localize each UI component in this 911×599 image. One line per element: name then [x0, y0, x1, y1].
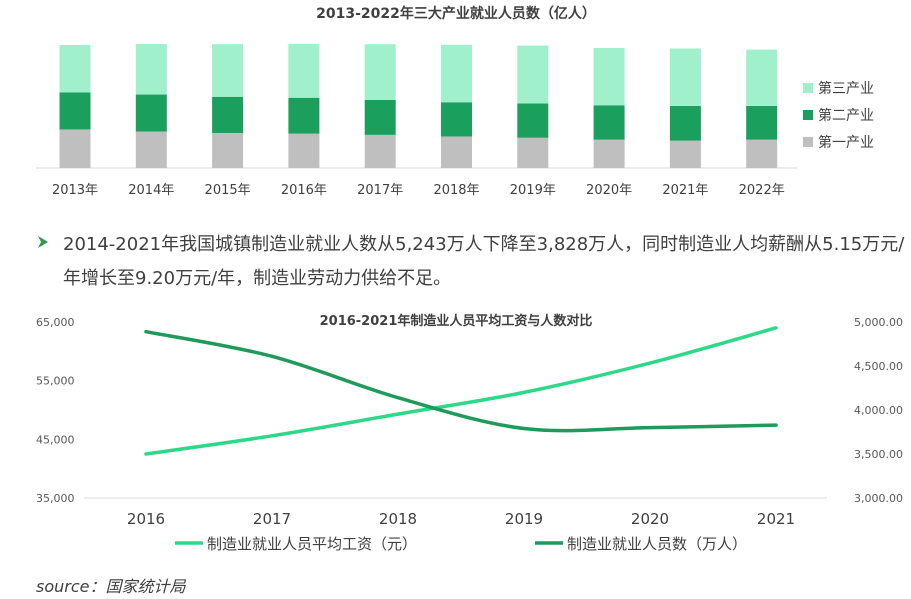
left-y-tick-label: 65,000 — [36, 316, 75, 329]
bar-x-axis-labels: 2013年 2014年 2015年 2016年 2017年 2018年 2019年 2020年… — [52, 183, 785, 198]
bar-segment-2022年-第三产业 — [746, 49, 778, 106]
dual-axis-line-chart: 2016-2021年制造业人员平均工资与人数对比 35,000 45,000 55,… — [36, 313, 903, 553]
source-note: source：国家统计局 — [36, 577, 186, 596]
bar-x-tick-label: 2013年 — [52, 183, 98, 198]
bar-segment-2022年-第一产业 — [746, 139, 778, 168]
bar-segment-2021年-第二产业 — [669, 105, 701, 141]
bar-segment-2013年-第二产业 — [59, 92, 91, 130]
left-y-tick-label: 45,000 — [36, 433, 75, 446]
line-x-tick-label: 2016 — [127, 510, 165, 528]
right-y-tick-label: 3,000.00 — [854, 492, 903, 505]
bar-segment-2022年-第二产业 — [746, 105, 778, 140]
legend-swatch-第三产业 — [803, 83, 813, 93]
stacked-bar-chart: 2013-2022年三大产业就业人员数（亿人） 2013年 2014年 2015年 2… — [36, 5, 874, 198]
line-x-tick-label: 2017 — [253, 510, 291, 528]
bar-segment-2018年-第二产业 — [441, 102, 472, 137]
bar-segment-2021年-第一产业 — [669, 140, 701, 168]
bar-segment-2017年-第二产业 — [364, 100, 396, 135]
right-y-tick-label: 4,500.00 — [854, 360, 903, 373]
series-1-point-2019 — [522, 390, 526, 394]
line-chart-title: 2016-2021年制造业人员平均工资与人数对比 — [320, 313, 593, 329]
bar-x-tick-label: 2019年 — [510, 183, 556, 198]
bar-segment-2019年-第二产业 — [517, 103, 549, 138]
series-1-point-2017 — [270, 434, 274, 438]
line-legend-label-1: 制造业就业人员平均工资（元） — [207, 535, 417, 553]
bar-x-tick-label: 2021年 — [662, 183, 708, 198]
bar-segment-2018年-第一产业 — [441, 136, 472, 168]
legend-label-第一产业: 第一产业 — [818, 134, 874, 151]
series-1-point-2018 — [396, 412, 400, 416]
bar-segment-2016年-第一产业 — [288, 133, 320, 168]
series-1-point-2021 — [774, 326, 778, 330]
bar-x-tick-label: 2015年 — [205, 183, 251, 198]
bar-segment-2021年-第三产业 — [669, 48, 701, 106]
right-y-tick-label: 4,000.00 — [854, 404, 903, 417]
bar-segment-2015年-第一产业 — [212, 132, 244, 168]
bar-segment-2015年-第二产业 — [212, 96, 244, 133]
series-line-2 — [144, 329, 778, 433]
series-2-point-2019 — [522, 426, 526, 430]
legend-swatch-第二产业 — [803, 110, 813, 120]
line-x-tick-label: 2019 — [505, 510, 543, 528]
line-legend-label-2: 制造业就业人员数（万人） — [567, 535, 747, 553]
bullet-text: 2014-2021年我国城镇制造业就业人数从5,243万人下降至3,828万人，… — [63, 234, 905, 289]
series-2-point-2021 — [774, 423, 778, 427]
line-x-tick-label: 2018 — [379, 510, 417, 528]
left-y-tick-label: 55,000 — [36, 375, 75, 388]
bar-segment-2020年-第二产业 — [593, 105, 625, 140]
line-x-tick-label: 2020 — [631, 510, 669, 528]
legend-swatch-第一产业 — [803, 137, 813, 147]
bar-group — [59, 43, 778, 168]
bar-segment-2013年-第一产业 — [59, 129, 91, 168]
bar-x-tick-label: 2022年 — [739, 183, 785, 198]
bar-segment-2019年-第一产业 — [517, 137, 549, 168]
right-y-tick-label: 5,000.00 — [854, 316, 903, 329]
right-y-tick-label: 3,500.00 — [854, 448, 903, 461]
line-x-tick-label: 2021 — [757, 510, 795, 528]
bar-segment-2017年-第三产业 — [364, 44, 396, 100]
bar-segment-2016年-第三产业 — [288, 43, 320, 98]
series-1-point-2020 — [648, 361, 652, 365]
bar-segment-2017年-第一产业 — [364, 134, 396, 168]
legend-label-第三产业: 第三产业 — [818, 80, 874, 97]
line-axes: 35,000 45,000 55,000 65,000 3,000.00 3,500.00… — [36, 316, 903, 505]
line-series-group — [144, 326, 778, 456]
bar-segment-2018年-第三产业 — [441, 44, 472, 103]
series-line-1 — [144, 326, 778, 456]
left-y-tick-label: 35,000 — [36, 492, 75, 505]
series-2-point-2017 — [270, 354, 274, 358]
bar-segment-2015年-第三产业 — [212, 44, 244, 97]
bar-x-tick-label: 2020年 — [586, 183, 632, 198]
bar-segment-2014年-第一产业 — [135, 131, 167, 168]
bar-x-tick-label: 2014年 — [128, 183, 174, 198]
series-2-point-2020 — [648, 426, 652, 430]
bar-segment-2016年-第二产业 — [288, 97, 320, 134]
series-2-point-2018 — [396, 396, 400, 400]
arrow-bullet-icon — [38, 236, 48, 248]
line-x-axis-labels: 2016 2017 2018 2019 2020 2021 — [127, 510, 795, 528]
bar-segment-2013年-第三产业 — [59, 44, 91, 93]
bar-segment-2014年-第二产业 — [135, 94, 167, 132]
bar-segment-2019年-第三产业 — [517, 45, 549, 104]
legend-label-第二产业: 第二产业 — [818, 107, 874, 124]
bar-chart-title: 2013-2022年三大产业就业人员数（亿人） — [316, 5, 596, 22]
series-1-point-2016 — [144, 452, 148, 456]
bar-segment-2020年-第一产业 — [593, 139, 625, 168]
bar-segment-2020年-第三产业 — [593, 48, 625, 106]
bar-x-tick-label: 2017年 — [357, 183, 403, 198]
bar-x-tick-label: 2016年 — [281, 183, 327, 198]
series-2-point-2016 — [144, 330, 148, 334]
bar-x-tick-label: 2018年 — [433, 183, 479, 198]
line-legend: 制造业就业人员平均工资（元） 制造业就业人员数（万人） — [175, 535, 747, 553]
bar-segment-2014年-第三产业 — [135, 44, 167, 95]
